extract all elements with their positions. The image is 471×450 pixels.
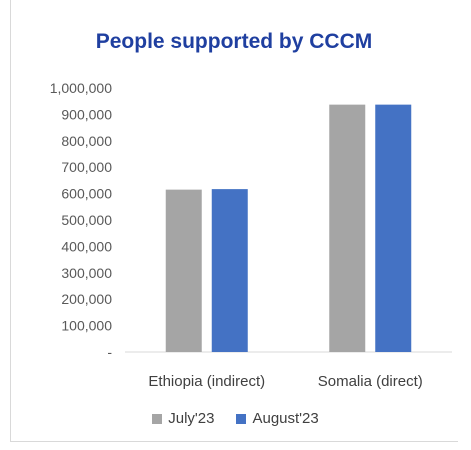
- legend-item-july: July'23: [152, 410, 214, 427]
- chart-title: People supported by CCCM: [95, 30, 373, 53]
- y-tick-label: 700,000: [61, 159, 112, 175]
- bar: [211, 189, 248, 352]
- y-tick-label: 200,000: [61, 291, 112, 307]
- bar: [375, 104, 412, 353]
- legend-swatch-july: [152, 413, 163, 424]
- legend-swatch-august: [236, 413, 247, 424]
- legend: July'23 August'23: [0, 410, 471, 427]
- y-tick-label: 900,000: [61, 106, 112, 122]
- y-tick-label: 300,000: [61, 265, 112, 281]
- bar: [165, 189, 202, 352]
- y-tick-label: -: [107, 344, 112, 360]
- legend-label-july: July'23: [168, 410, 215, 427]
- x-tick-label: Somalia (direct): [318, 373, 423, 390]
- legend-item-august: August'23: [236, 410, 319, 427]
- y-tick-label: 400,000: [61, 238, 112, 254]
- x-tick-label: Ethiopia (indirect): [148, 373, 265, 390]
- y-tick-label: 1,000,000: [50, 80, 112, 96]
- y-tick-label: 500,000: [61, 212, 112, 228]
- y-tick-label: 600,000: [61, 186, 112, 202]
- y-tick-label: 800,000: [61, 133, 112, 149]
- bar: [329, 104, 366, 353]
- legend-label-august: August'23: [252, 410, 319, 427]
- bar-chart: - 100,000 200,000 300,000 400,000 500,000 600,…: [50, 80, 452, 390]
- y-tick-label: 100,000: [61, 318, 112, 334]
- chart-frame: [10, 0, 458, 442]
